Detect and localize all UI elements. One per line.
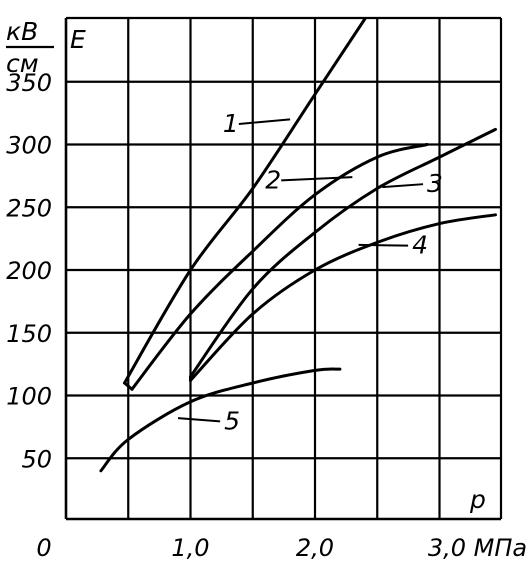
- curve-label-2: 2: [265, 165, 281, 194]
- x-tick-label: 2,0: [296, 534, 334, 562]
- series-line-1: [123, 18, 367, 385]
- y-tick-label: 100: [6, 383, 52, 411]
- labels: кВ см E p 50 100 150 200 250 300 350 0 1,0 2,0 3,0…: [6, 17, 527, 562]
- x-tick-label: 0: [36, 534, 51, 562]
- curve-label-3: 3: [427, 169, 443, 198]
- curve-leaders: [177, 118, 424, 423]
- curve-leader-4: [358, 243, 409, 247]
- y-tick-label: 350: [6, 69, 52, 97]
- x-tick-label: 1,0: [171, 534, 209, 562]
- y-unit-bottom: см: [6, 49, 39, 78]
- y-tick-label: 150: [6, 320, 52, 348]
- curve-leader-5: [177, 417, 221, 423]
- y-tick-label: 250: [6, 194, 52, 222]
- curve-label-1: 1: [223, 109, 239, 138]
- series-line-5: [99, 367, 342, 473]
- grid: [64, 16, 503, 521]
- series-line-3: [189, 127, 497, 379]
- y-axis-label: E: [70, 25, 86, 54]
- curve-leader-3: [382, 183, 424, 189]
- y-tick-label: 200: [6, 257, 52, 285]
- series-join-1-2: [123, 381, 134, 391]
- curves: [99, 18, 497, 473]
- curve-label-5: 5: [224, 406, 240, 435]
- y-tick-label: 300: [6, 132, 52, 160]
- curve-leader-1: [238, 118, 291, 125]
- x-axis-label: p: [469, 485, 486, 514]
- curve-label-4: 4: [412, 231, 428, 260]
- y-unit-top: кВ: [6, 17, 38, 46]
- y-tick-label: 50: [21, 445, 52, 473]
- series-line-2: [130, 143, 429, 391]
- x-tick-label: 3,0 МПа: [428, 534, 527, 562]
- curve-leader-2: [281, 176, 353, 182]
- series-line-4: [189, 213, 497, 382]
